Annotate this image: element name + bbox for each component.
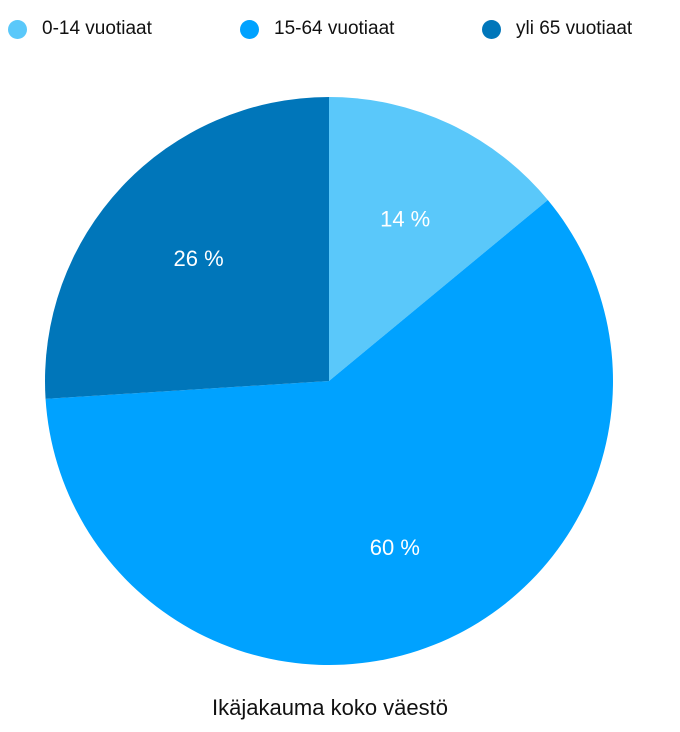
legend-swatch-0-14 [8, 19, 27, 39]
pie-slices [44, 97, 614, 665]
legend-swatch-15-64 [240, 19, 259, 39]
legend-item-over-65: yli 65 vuotiaat [482, 14, 632, 44]
chart-title: Ikäjakauma koko väestö [211, 695, 449, 720]
legend-swatch-over-65 [482, 19, 501, 39]
slice-label-over-65: 26 % [173, 246, 223, 271]
pie-slice-0-14 [329, 97, 548, 381]
legend: 0-14 vuotiaat 15-64 vuotiaat yli 65 vuot… [0, 14, 680, 44]
legend-label-over-65: yli 65 vuotiaat [516, 18, 633, 39]
slice-label-0-14: 14 % [380, 207, 430, 232]
legend-item-0-14: 0-14 vuotiaat [8, 14, 152, 44]
pie-labels: 14 % 60 % 26 % [173, 207, 430, 560]
pie-slice-15-64 [45, 199, 614, 665]
slice-label-15-64: 60 % [370, 535, 420, 560]
legend-item-15-64: 15-64 vuotiaat [240, 14, 394, 44]
legend-label-0-14: 0-14 vuotiaat [42, 18, 152, 39]
legend-label-15-64: 15-64 vuotiaat [274, 18, 395, 39]
pie-slice-over-65 [44, 97, 329, 399]
pie-chart: 14 % 60 % 26 % [44, 97, 614, 665]
